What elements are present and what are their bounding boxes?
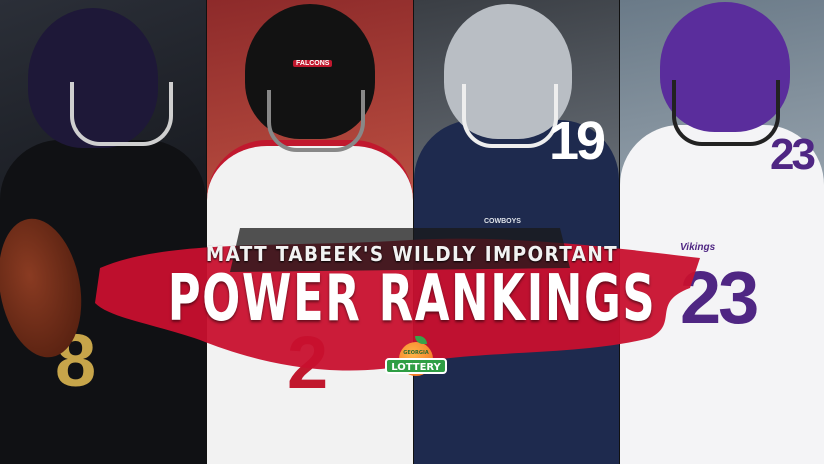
jersey-team-name: Vikings <box>680 242 716 253</box>
jersey-team-name: Cowboys <box>484 218 521 225</box>
helmet <box>660 2 790 132</box>
leaf-icon <box>415 336 427 344</box>
face-mask <box>267 90 365 152</box>
logo-text: LOTTERY <box>385 358 447 374</box>
red-brush-stroke <box>95 228 700 371</box>
helmet-team-name: Falcons <box>293 60 333 67</box>
jersey-number-sleeve: 23 <box>770 130 816 179</box>
georgia-lottery-logo: GEORGIA LOTTERY <box>385 336 447 384</box>
logo-subtext: GEORGIA <box>403 350 429 356</box>
player-panel-vikings: Vikings 23 23 <box>620 0 824 464</box>
face-mask <box>672 80 780 146</box>
jersey-number: 19 <box>549 111 606 171</box>
face-mask <box>70 82 173 146</box>
face-mask <box>462 84 558 148</box>
title-heading: POWER RANKINGS <box>167 262 657 336</box>
title-subheading: MATT TABEEK'S WILDLY IMPORTANT <box>205 242 619 266</box>
